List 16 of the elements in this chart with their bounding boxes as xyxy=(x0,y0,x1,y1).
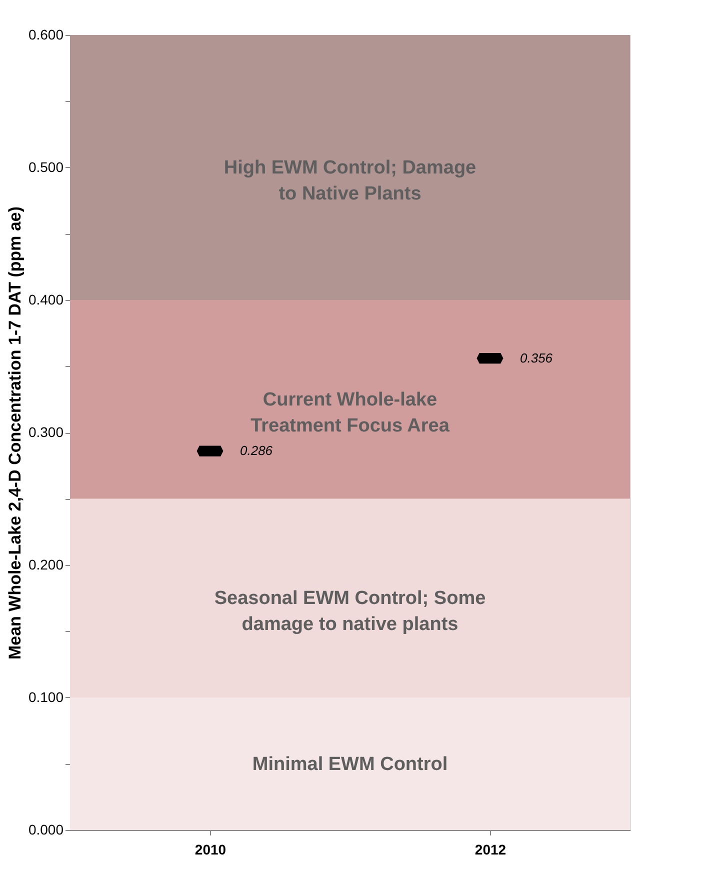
y-tick-label: 0.000 xyxy=(28,822,64,838)
x-tick-label: 2012 xyxy=(474,842,506,858)
y-tick-label: 0.100 xyxy=(28,689,64,705)
band-label: Current Whole-lake Treatment Focus Area xyxy=(250,389,450,436)
data-label: 0.356 xyxy=(520,350,554,366)
band-label: Seasonal EWM Control; Some damage to native plants xyxy=(214,588,486,636)
y-tick-label: 0.500 xyxy=(28,159,64,175)
y-tick-label: 0.200 xyxy=(28,556,64,572)
x-tick-label: 2010 xyxy=(194,842,226,858)
y-tick-label: 0.400 xyxy=(28,292,64,308)
y-axis-title: Mean Whole-Lake 2,4-D Concentration 1-7 DAT (ppm ae) xyxy=(5,206,24,660)
y-tick-label: 0.300 xyxy=(28,424,64,440)
band-label: Minimal EWM Control xyxy=(252,754,448,775)
band-label: High EWM Control; Damage to Native Plants xyxy=(224,158,476,204)
y-tick-label: 0.600 xyxy=(28,26,64,42)
data-label: 0.286 xyxy=(240,443,274,458)
